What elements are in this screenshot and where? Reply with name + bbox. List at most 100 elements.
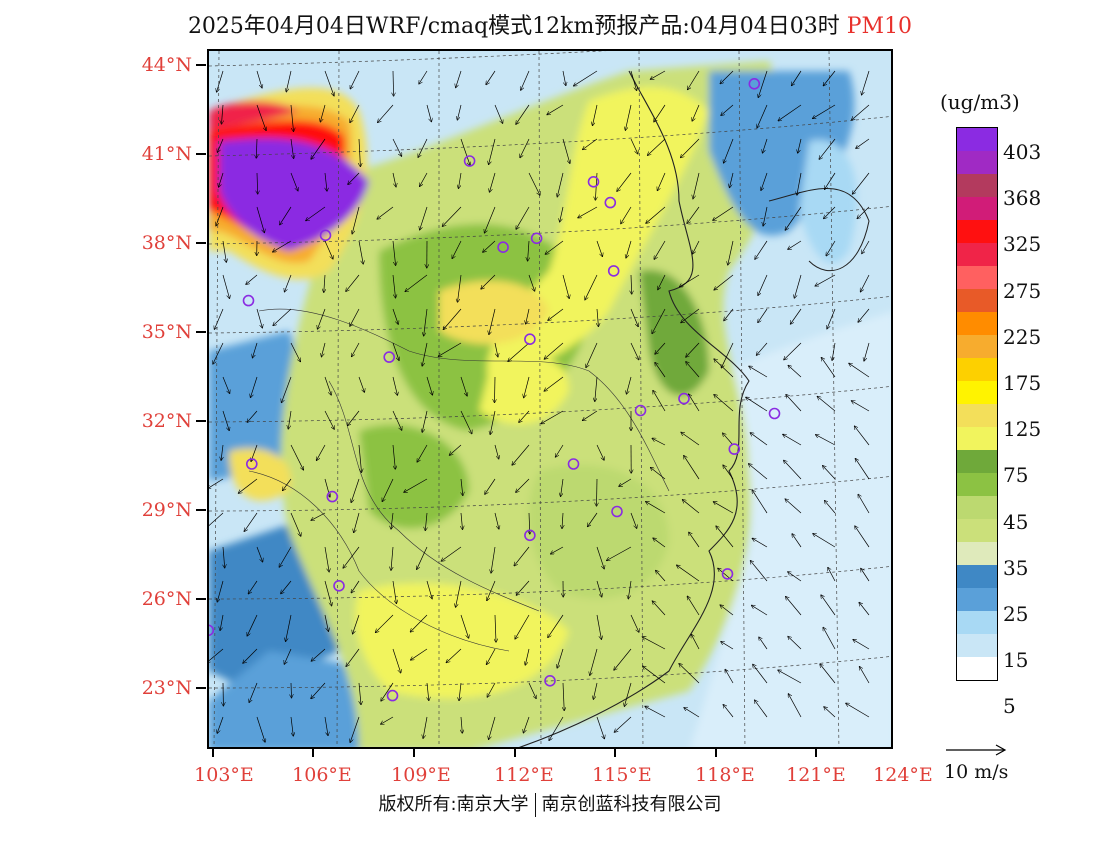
lon-label-112e: 112°E xyxy=(494,764,554,786)
lon-label-124e: 124°E xyxy=(873,764,933,786)
legend-level-label: 225 xyxy=(1003,324,1042,349)
wind-arrow xyxy=(562,512,563,528)
legend-level-label: 125 xyxy=(1003,417,1042,442)
station-marker xyxy=(333,579,345,592)
wind-arrow xyxy=(350,308,360,326)
wind-arrow xyxy=(392,580,396,603)
wind-arrow xyxy=(417,546,428,569)
pm10-map-panel[interactable] xyxy=(207,49,893,749)
wind-arrow xyxy=(460,614,469,638)
copyright-left: 版权所有:南京大学 xyxy=(378,794,529,815)
wind-arrow xyxy=(852,104,870,120)
legend-swatch xyxy=(957,611,997,634)
legend-swatch xyxy=(957,312,997,335)
wind-arrow xyxy=(785,206,802,230)
wind-arrow xyxy=(596,444,604,460)
wind-arrow xyxy=(256,206,264,233)
wind-arrow xyxy=(548,614,564,637)
wind-arrow xyxy=(420,206,428,230)
wind-arrow xyxy=(222,104,224,124)
lon-tick xyxy=(514,749,516,757)
wind-arrow xyxy=(746,397,768,412)
wind-arrow xyxy=(823,466,836,480)
legend-level-label: 15 xyxy=(1003,648,1029,673)
wind-arrow xyxy=(358,444,362,472)
wind-arrow xyxy=(392,240,396,265)
station-marker xyxy=(497,241,509,253)
wind-arrow xyxy=(324,580,332,606)
station-marker xyxy=(524,333,536,346)
wind-arrow xyxy=(410,614,428,632)
wind-arrow xyxy=(495,614,496,642)
station-marker xyxy=(386,689,399,702)
wind-arrow xyxy=(346,648,360,666)
wind-arrow xyxy=(823,70,836,86)
wind-arrow xyxy=(320,104,326,122)
wind-arrow xyxy=(855,526,870,548)
wind-arrow xyxy=(411,648,428,660)
wind-arrow xyxy=(246,274,258,284)
legend-level-label: 368 xyxy=(1003,186,1042,211)
wind-arrow xyxy=(578,206,598,218)
wind-arrow xyxy=(619,478,632,486)
wind-arrow xyxy=(684,708,700,718)
lon-tick xyxy=(815,749,817,757)
wind-arrow xyxy=(721,342,734,368)
wind-arrow xyxy=(557,648,564,668)
wind-arrow xyxy=(508,342,530,361)
wind-arrow xyxy=(220,614,224,630)
wind-arrow xyxy=(290,172,298,191)
wind-arrow xyxy=(551,546,564,554)
wind-arrow xyxy=(324,716,328,735)
wind-arrow xyxy=(792,534,802,548)
wind-arrow xyxy=(645,706,666,718)
wind-arrow xyxy=(646,206,666,223)
wind-arrow xyxy=(832,342,836,360)
wind-arrow xyxy=(681,138,700,158)
wind-arrow xyxy=(489,308,496,334)
wind-arrow xyxy=(683,500,700,514)
wind-arrow xyxy=(438,342,462,356)
wind-arrow xyxy=(758,308,768,322)
wind-arrow xyxy=(788,240,802,249)
wind-arrow xyxy=(426,104,431,122)
wind-arrow xyxy=(281,580,292,594)
wind-arrow xyxy=(217,716,224,733)
wind-arrow xyxy=(256,138,257,158)
wind-arrow xyxy=(446,648,462,663)
wind-arrow xyxy=(324,376,331,395)
wind-arrow xyxy=(249,682,258,702)
lon-label-118e: 118°E xyxy=(695,764,755,786)
wind-arrow xyxy=(684,456,700,480)
wind-arrow xyxy=(595,376,598,401)
wind-arrow xyxy=(853,640,870,650)
station-marker xyxy=(607,265,620,277)
legend-swatch xyxy=(957,657,997,680)
station-marker xyxy=(728,443,741,455)
wind-arrow xyxy=(358,376,364,392)
wind-arrow xyxy=(730,172,734,188)
wind-arrow xyxy=(596,614,601,639)
wind-arrow xyxy=(404,478,428,492)
wind-arrow xyxy=(324,240,333,259)
wind-arrow xyxy=(256,104,266,130)
wind-arrow xyxy=(209,648,224,663)
wind-arrow xyxy=(823,628,836,650)
station-marker xyxy=(721,568,734,580)
wind-arrow xyxy=(222,274,230,298)
wind-arrow xyxy=(541,410,564,424)
legend-level-label: 75 xyxy=(1003,463,1029,488)
wind-arrow xyxy=(821,358,836,378)
legend-level-label: 5 xyxy=(1003,694,1016,719)
wind-arrow xyxy=(290,444,303,470)
wind-arrow xyxy=(720,70,734,84)
wind-arrow xyxy=(516,580,530,595)
wind-arrow xyxy=(759,637,768,650)
wind-arrow xyxy=(596,716,604,739)
wind-arrow xyxy=(377,206,394,219)
wind-arrow xyxy=(311,682,326,699)
lon-label-106e: 106°E xyxy=(292,764,352,786)
wind-arrow xyxy=(563,682,564,710)
lat-tick xyxy=(196,509,206,511)
wind-arrow xyxy=(286,614,292,641)
